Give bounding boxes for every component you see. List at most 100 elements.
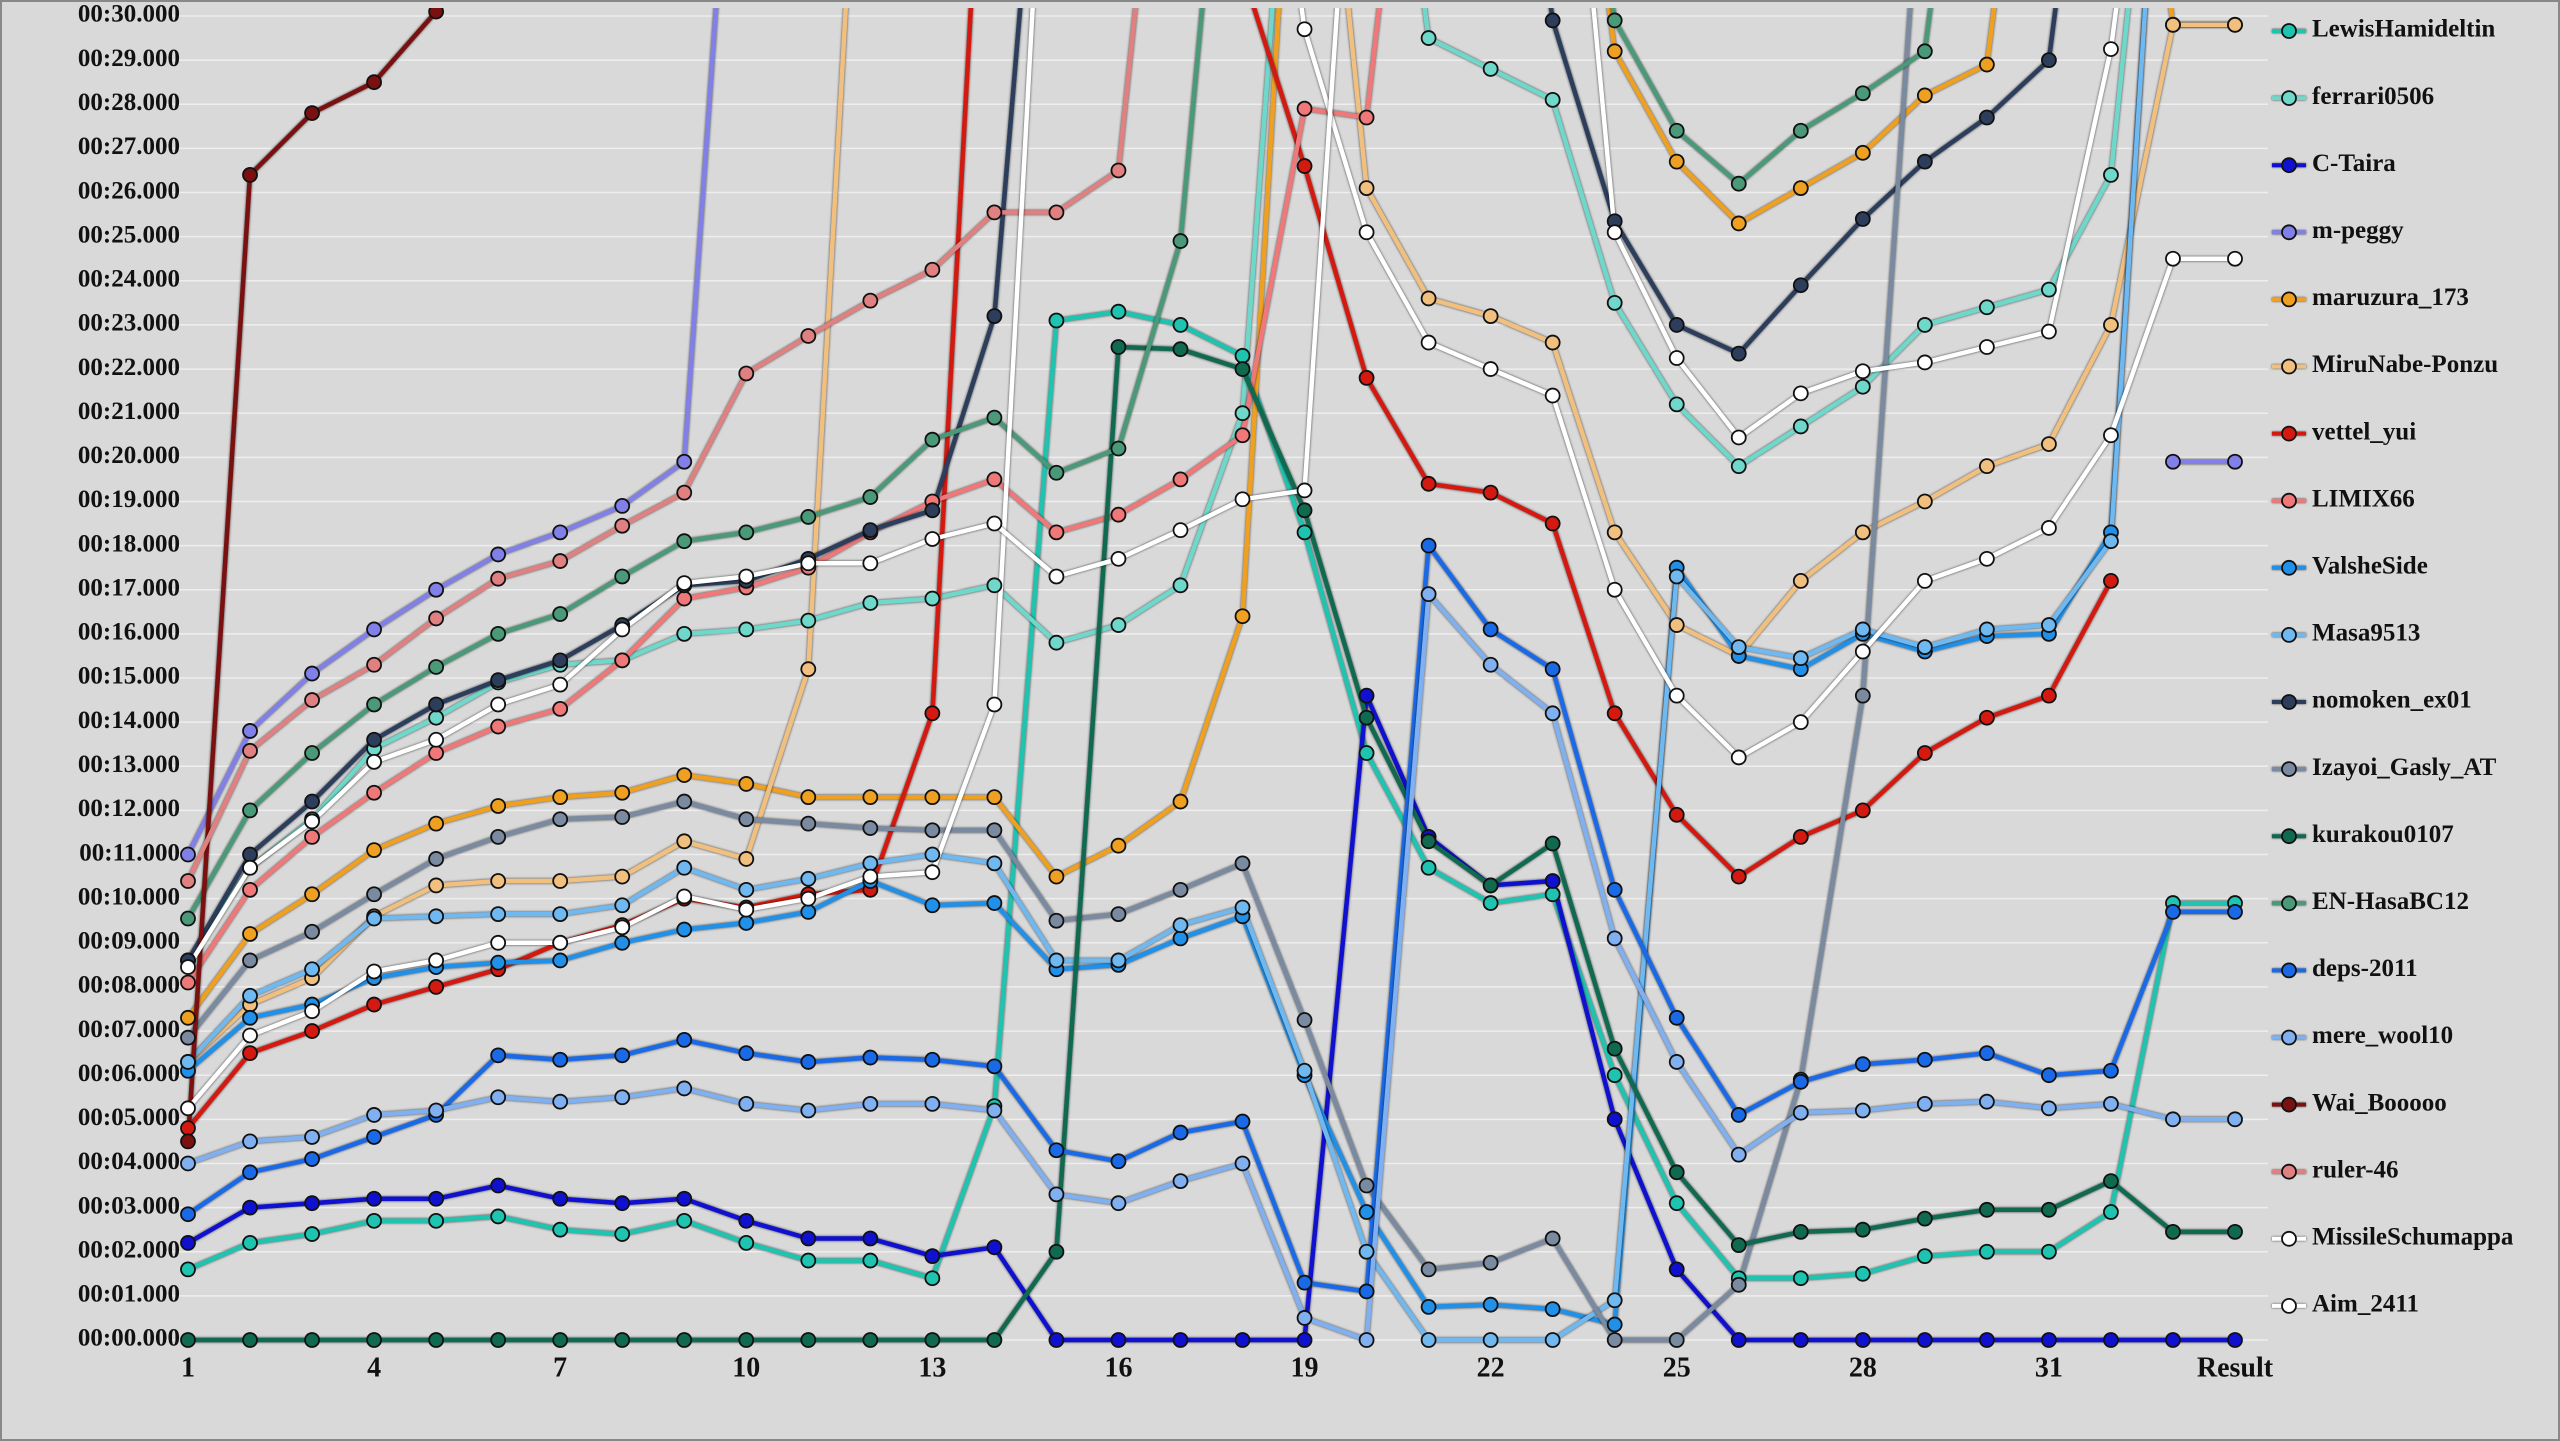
data-point [1730,429,1747,446]
legend-label: LewisHamideltin [2312,16,2495,43]
data-point [1110,1332,1127,1348]
data-point [800,555,817,572]
data-point [800,328,817,344]
data-point [1234,899,1251,916]
data-point [924,1270,941,1287]
data-point [1668,396,1685,413]
data-point [862,1252,879,1269]
data-point [986,696,1003,713]
x-tick-label: 1 [181,1352,195,1383]
y-tick-label: 00:23.000 [78,310,180,337]
data-point [1420,859,1437,876]
data-point [1978,109,1995,126]
data-point [1048,868,1065,885]
data-point [862,855,879,872]
data-point [428,696,445,713]
y-tick-label: 00:16.000 [78,619,180,646]
data-point [676,575,693,592]
data-point [1544,1332,1561,1348]
data-point [1606,1040,1623,1057]
data-point [366,996,382,1013]
data-point [490,798,507,814]
data-point [862,555,879,572]
data-point [1606,1067,1623,1084]
data-point [1296,1332,1313,1348]
data-point [490,672,507,689]
data-point [614,517,631,534]
legend-marker [2281,761,2297,777]
data-point [738,1095,755,1112]
data-point [428,581,445,598]
y-tick-label: 00:09.000 [78,928,180,955]
data-point [304,828,320,845]
data-point [304,1195,320,1212]
data-point [304,793,320,810]
data-point [304,1023,320,1039]
legend-label: C-Taira [2312,150,2396,177]
data-point [1482,1254,1499,1271]
data-point [614,1089,631,1106]
data-point [2165,1223,2181,1240]
data-point [1358,709,1375,726]
data-point [304,813,320,830]
data-point [1110,440,1127,457]
data-point [2041,1332,2057,1348]
data-point [366,886,382,903]
data-point [1854,1332,1871,1348]
data-point [676,484,693,501]
data-point [738,365,755,382]
data-point [1234,1113,1251,1130]
data-point [862,789,879,806]
legend-marker [2281,492,2297,509]
data-point [614,784,631,801]
data-point [986,1058,1003,1075]
data-point [1916,153,1933,170]
data-point [1978,458,1995,475]
data-point [1668,1009,1685,1026]
data-point [1482,877,1499,894]
data-point [738,776,755,792]
data-point [1296,100,1313,117]
data-point [1854,363,1871,380]
data-point [676,1190,693,1207]
data-point [614,1047,631,1064]
data-point [366,656,382,673]
legend-label: vettel_yui [2312,418,2416,445]
data-point [1916,493,1933,510]
y-tick-label: 00:07.000 [78,1016,180,1043]
data-point [1792,180,1809,197]
data-point [800,661,817,678]
data-point [2041,323,2057,340]
data-point [676,833,693,850]
data-point [1482,895,1499,911]
data-point [2227,904,2243,920]
data-point [1730,1332,1747,1348]
data-point [1358,369,1375,386]
data-point [738,811,755,828]
data-point [490,1047,507,1064]
data-point [676,767,693,783]
data-point [180,1332,196,1348]
data-point [1854,1102,1871,1119]
data-point [738,621,755,638]
data-point [428,745,445,761]
data-point [800,904,817,920]
data-point [490,934,507,951]
data-point [924,789,941,806]
data-point [1916,1051,1933,1068]
data-point [1544,835,1561,852]
data-point [1482,484,1499,501]
data-point [676,453,693,470]
data-point [304,1332,320,1348]
data-point [1482,361,1499,377]
data-point [490,906,507,923]
data-point [242,881,258,898]
data-point [366,1332,382,1348]
data-point [180,1155,196,1172]
data-point [1854,144,1871,161]
x-tick-label: 7 [553,1352,567,1383]
data-point [1420,334,1437,351]
data-point [490,696,507,713]
data-point [614,934,631,951]
